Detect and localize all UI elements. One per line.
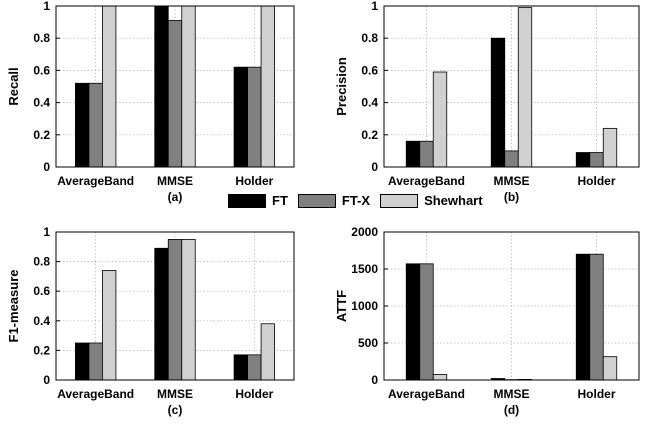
chart-1-xtick-label-holder: Holder bbox=[235, 174, 273, 188]
chart-1-ytick-label-5: 1 bbox=[43, 0, 50, 13]
chart-1-caption: (a) bbox=[168, 190, 183, 204]
legend-label-ft: FT bbox=[272, 193, 288, 208]
legend-item-ft-x: FT-X bbox=[298, 193, 370, 208]
chart-1-bar-ft-x-mmse bbox=[168, 20, 182, 167]
chart-3-bar-shewhart-averageband bbox=[102, 270, 116, 380]
chart-2-bar-ft-holder bbox=[576, 153, 590, 167]
chart-2-ytick-label-5: 1 bbox=[371, 0, 378, 13]
chart-2-bar-shewhart-averageband bbox=[433, 72, 447, 167]
chart-4-ytick-label-3: 1500 bbox=[351, 262, 378, 276]
chart-4-xtick-label-holder: Holder bbox=[577, 387, 615, 401]
chart-3-ytick-label-5: 1 bbox=[43, 225, 50, 239]
chart-1-xtick-label-averageband: AverageBand bbox=[57, 174, 134, 188]
chart-2-bar-ft-averageband bbox=[406, 141, 420, 167]
chart-3-ytick-label-2: 0.4 bbox=[33, 314, 50, 328]
chart-1-ytick-label-2: 0.4 bbox=[33, 96, 50, 110]
chart-4-bar-ft-x-holder bbox=[590, 254, 604, 380]
chart-3-bar-ft-x-holder bbox=[248, 355, 261, 380]
chart-2-xtick-label-mmse: MMSE bbox=[494, 174, 530, 188]
chart-2-ytick-label-0: 0 bbox=[371, 160, 378, 174]
chart-2-ylabel: Precision bbox=[334, 57, 349, 116]
chart-1-bar-ft-x-averageband bbox=[89, 83, 103, 167]
chart-3-xtick-label-holder: Holder bbox=[235, 387, 273, 401]
chart-3-ytick-label-3: 0.6 bbox=[33, 284, 50, 298]
chart-3-xtick-label-mmse: MMSE bbox=[157, 387, 193, 401]
legend-swatch-ft-x bbox=[298, 194, 336, 208]
chart-2-bar-ft-x-mmse bbox=[505, 151, 519, 167]
chart-2-xtick-label-averageband: AverageBand bbox=[388, 174, 465, 188]
chart-4-xtick-label-mmse: MMSE bbox=[494, 387, 530, 401]
chart-1-ytick-label-0: 0 bbox=[43, 160, 50, 174]
chart-2-ytick-label-1: 0.2 bbox=[361, 128, 378, 142]
chart-1-bar-ft-x-holder bbox=[248, 67, 261, 167]
chart-3-bar-ft-x-averageband bbox=[89, 343, 103, 380]
chart-1-bar-ft-holder bbox=[234, 67, 248, 167]
chart-4-bar-ft-holder bbox=[576, 254, 590, 380]
chart-3-ytick-label-4: 0.8 bbox=[33, 255, 50, 269]
chart-3-bar-ft-averageband bbox=[75, 343, 89, 380]
chart-4-ylabel: ATTF bbox=[334, 290, 349, 322]
chart-2-bar-shewhart-holder bbox=[603, 128, 617, 167]
chart-4-ytick-label-4: 2000 bbox=[351, 225, 378, 239]
legend-swatch-shewhart bbox=[380, 194, 418, 208]
chart-4-xtick-label-averageband: AverageBand bbox=[388, 387, 465, 401]
chart-3-ytick-label-1: 0.2 bbox=[33, 343, 50, 357]
chart-3-bar-shewhart-mmse bbox=[182, 239, 196, 380]
chart-2-ytick-label-2: 0.4 bbox=[361, 96, 378, 110]
legend: FT FT-X Shewhart bbox=[228, 193, 483, 208]
chart-1-ytick-label-4: 0.8 bbox=[33, 31, 50, 45]
chart-1-bar-ft-mmse bbox=[155, 6, 169, 167]
chart-1-ylabel: Recall bbox=[6, 67, 21, 105]
chart-4-ytick-label-2: 1000 bbox=[351, 299, 378, 313]
chart-2-bar-shewhart-mmse bbox=[518, 8, 532, 167]
chart-1-ytick-label-3: 0.6 bbox=[33, 63, 50, 77]
chart-1-xtick-label-mmse: MMSE bbox=[157, 174, 193, 188]
chart-2-ytick-label-3: 0.6 bbox=[361, 63, 378, 77]
chart-3-bar-ft-holder bbox=[234, 355, 248, 380]
chart-4-ytick-label-1: 500 bbox=[358, 336, 378, 350]
chart-1-bar-shewhart-mmse bbox=[182, 6, 196, 167]
chart-3-ytick-label-0: 0 bbox=[43, 373, 50, 387]
legend-item-shewhart: Shewhart bbox=[380, 193, 483, 208]
chart-2-caption: (b) bbox=[504, 190, 519, 204]
chart-1-bar-shewhart-averageband bbox=[102, 6, 116, 167]
legend-label-ft-x: FT-X bbox=[342, 193, 370, 208]
chart-4-bar-ft-x-averageband bbox=[420, 264, 434, 380]
chart-1-bar-ft-averageband bbox=[75, 83, 89, 167]
chart-1-ytick-label-1: 0.2 bbox=[33, 128, 50, 142]
chart-2-bar-ft-x-averageband bbox=[420, 141, 434, 167]
chart-4-bar-shewhart-averageband bbox=[433, 374, 447, 380]
chart-3-xtick-label-averageband: AverageBand bbox=[57, 387, 134, 401]
chart-4-bar-ft-averageband bbox=[406, 264, 420, 380]
chart-1-bar-shewhart-holder bbox=[261, 6, 275, 167]
legend-swatch-ft bbox=[228, 194, 266, 208]
chart-3-bar-shewhart-holder bbox=[261, 324, 275, 380]
legend-label-shewhart: Shewhart bbox=[424, 193, 483, 208]
chart-2-ytick-label-4: 0.8 bbox=[361, 31, 378, 45]
chart-2-bar-ft-mmse bbox=[491, 38, 505, 167]
chart-2-bar-ft-x-holder bbox=[590, 153, 604, 167]
chart-3-ylabel: F1-measure bbox=[6, 270, 21, 343]
chart-4-caption: (d) bbox=[504, 403, 519, 417]
legend-item-ft: FT bbox=[228, 193, 288, 208]
chart-4-ytick-label-0: 0 bbox=[371, 373, 378, 387]
chart-4-bar-shewhart-holder bbox=[603, 357, 617, 380]
chart-3-caption: (c) bbox=[168, 403, 183, 417]
chart-3-bar-ft-mmse bbox=[155, 248, 169, 380]
chart-2-xtick-label-holder: Holder bbox=[577, 174, 615, 188]
chart-3-bar-ft-x-mmse bbox=[168, 239, 182, 380]
